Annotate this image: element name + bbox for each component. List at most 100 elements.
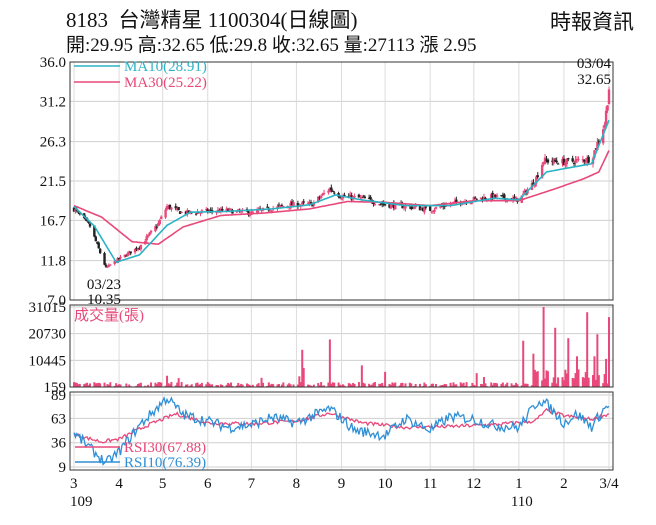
volume-bar	[482, 377, 485, 387]
volume-bar	[184, 384, 187, 387]
candle-body	[490, 194, 493, 201]
volume-bar	[331, 382, 334, 387]
volume-bar	[74, 382, 77, 387]
volume-bar	[87, 385, 90, 387]
candle-body	[328, 187, 332, 192]
candle-body	[439, 206, 442, 208]
candle-body	[360, 197, 364, 199]
volume-bar	[103, 382, 106, 387]
candle-body	[341, 196, 345, 199]
volume-bar	[248, 385, 251, 387]
candle-body	[431, 210, 435, 213]
volume-bar	[471, 382, 474, 387]
volume-bar	[581, 377, 584, 387]
volume-bar	[571, 377, 574, 387]
month-label: 10	[378, 476, 393, 492]
candle-body	[98, 248, 102, 254]
candle-body	[269, 210, 272, 212]
volume-bar	[276, 384, 279, 387]
candle-body	[421, 207, 425, 212]
candle-body	[572, 163, 576, 165]
candle-body	[200, 210, 204, 212]
volume-bar	[317, 383, 320, 387]
volume-bar	[388, 383, 391, 387]
volume-bar	[360, 365, 363, 387]
candle-body	[479, 197, 483, 199]
candle-body	[556, 163, 560, 165]
volume-bar	[118, 384, 121, 387]
candle-body	[584, 161, 587, 163]
candle-body	[449, 204, 452, 206]
volume-bar	[125, 383, 128, 387]
candle-body	[381, 203, 384, 205]
volume-bars	[73, 307, 610, 388]
volume-bar	[369, 385, 372, 387]
volume-bar	[455, 384, 458, 387]
price-tick-label: 36.0	[40, 55, 66, 71]
rsi-line-rsi10	[73, 396, 610, 466]
candle-body	[574, 159, 577, 163]
candle-body	[96, 242, 99, 244]
candle-body	[331, 190, 334, 192]
volume-bar	[147, 384, 150, 387]
volume-bar	[350, 384, 353, 387]
candle-body	[139, 244, 143, 250]
candle-body	[330, 187, 333, 191]
date-label: 1100304(日線圖)	[207, 8, 358, 32]
volume-bar	[225, 384, 228, 387]
volume-bar	[318, 385, 321, 387]
candle-body	[93, 225, 96, 237]
volume-bar	[562, 380, 565, 387]
volume-bar	[449, 382, 452, 387]
volume-bar	[136, 383, 139, 387]
volume-bar	[93, 382, 96, 387]
candle-body	[209, 209, 212, 211]
volume-bar	[309, 385, 312, 387]
legend-ma30: MA30(25.22)	[124, 75, 207, 91]
volume-bar	[401, 382, 404, 387]
candle-body	[412, 206, 416, 209]
candle-body	[597, 140, 601, 142]
candle-body	[423, 207, 426, 213]
volume-bar	[339, 384, 342, 387]
rsi-tick-label: 63	[51, 411, 66, 427]
candle-body	[546, 159, 550, 163]
volume-bar	[567, 338, 570, 387]
volume-bar	[459, 382, 462, 387]
candle-body	[494, 194, 497, 198]
candle-body	[410, 206, 413, 210]
volume-bar	[251, 384, 254, 387]
month-label: 6	[204, 476, 212, 492]
volume-bar	[353, 383, 356, 387]
candle-body	[309, 202, 313, 204]
candle-body	[292, 202, 295, 207]
volume-bar	[73, 382, 75, 387]
volume-bar	[97, 382, 100, 387]
candle-body	[562, 158, 566, 166]
price-tick-label: 31.2	[40, 94, 66, 110]
candle-body	[237, 209, 240, 211]
candle-body	[157, 223, 160, 226]
volume-bar	[119, 384, 122, 387]
candle-body	[472, 196, 475, 201]
volume-bar	[445, 384, 448, 387]
volume-bar	[503, 385, 506, 387]
volume-bar	[554, 327, 557, 387]
volume-bar	[357, 382, 360, 387]
candle-body	[290, 201, 294, 206]
candle-body	[404, 205, 407, 209]
candle-body	[248, 214, 252, 216]
rsi-tick-label: 36	[51, 436, 67, 452]
candle-body	[349, 194, 352, 198]
legend-rsi10: RSI10(76.39)	[124, 455, 206, 471]
candle-body	[255, 210, 259, 213]
candle-body	[109, 264, 112, 266]
volume-bar	[158, 382, 161, 387]
ma10-line	[73, 119, 610, 264]
candle-body	[545, 159, 548, 161]
candle-body	[367, 197, 371, 199]
candle-body	[187, 210, 191, 214]
volume-bar	[237, 382, 240, 387]
candle-body	[170, 207, 173, 210]
volume-bar	[594, 379, 597, 387]
